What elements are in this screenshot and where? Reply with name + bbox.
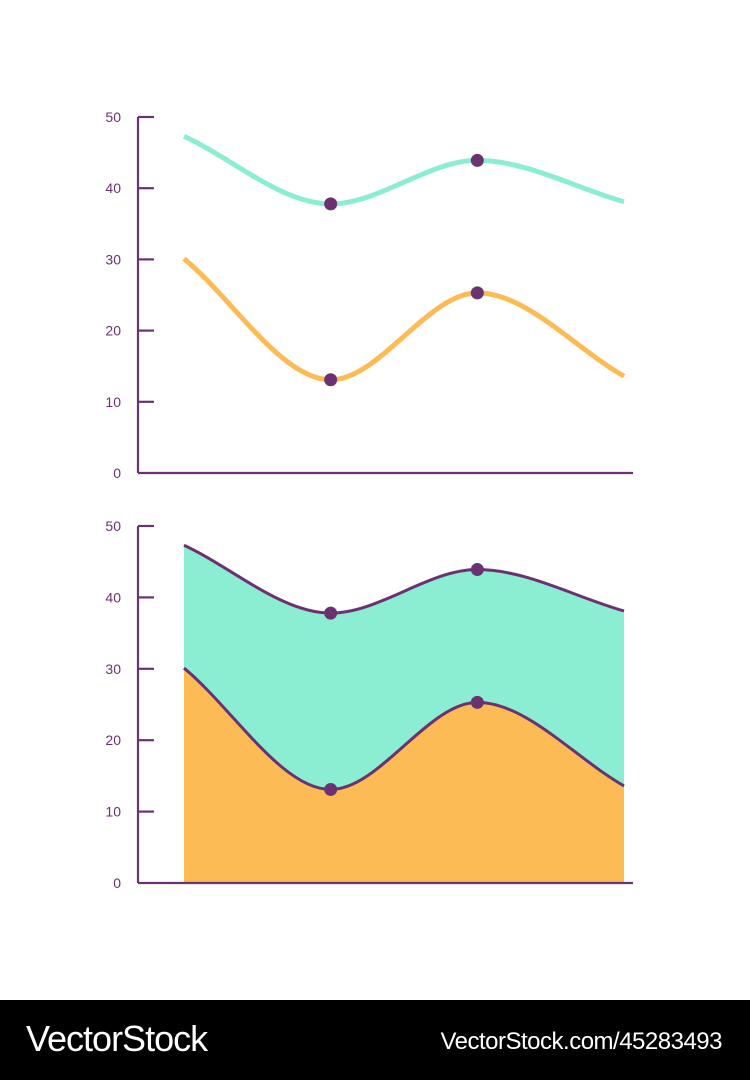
data-point-series-2-x3 <box>470 286 484 300</box>
y-tick-label: 30 <box>105 251 121 267</box>
charts-canvas: 0 10 20 30 40 50 0 10 20 30 40 50 <box>105 109 633 891</box>
data-point-series-1-x2 <box>324 197 338 211</box>
area-chart: 0 10 20 30 40 50 <box>105 518 633 891</box>
data-point-series-2-x3 <box>470 695 484 709</box>
footer-bar: VectorStock VectorStock.com/45283493 <box>0 1000 750 1080</box>
y-tick-label: 30 <box>105 661 121 677</box>
data-point-series-1-x3 <box>470 153 484 167</box>
brand-logo: VectorStock <box>26 1018 208 1059</box>
data-point-series-1-x3 <box>470 563 484 577</box>
line-chart: 0 10 20 30 40 50 <box>105 109 633 481</box>
y-tick-label: 40 <box>105 589 121 605</box>
y-tick-label: 0 <box>113 875 121 891</box>
data-point-series-2-x2 <box>324 782 338 796</box>
y-tick-label: 10 <box>105 394 121 410</box>
y-tick-label: 50 <box>105 109 121 125</box>
y-tick-label: 0 <box>113 465 121 481</box>
area-outline-series-2 <box>183 666 625 791</box>
y-tick-label: 20 <box>105 323 121 339</box>
y-tick-label: 50 <box>105 518 121 534</box>
data-point-series-1-x2 <box>324 606 338 620</box>
y-tick-label: 40 <box>105 180 121 196</box>
data-point-series-2-x2 <box>324 373 338 387</box>
y-tick-label: 20 <box>105 732 121 748</box>
footer-url: VectorStock.com/45283493 <box>440 1028 722 1055</box>
y-tick-label: 10 <box>105 804 121 820</box>
area-fill-1-series-2 <box>184 668 624 883</box>
series-line-2 <box>182 256 626 383</box>
series-line-1 <box>182 133 625 207</box>
area-outline-series-1 <box>183 543 625 615</box>
